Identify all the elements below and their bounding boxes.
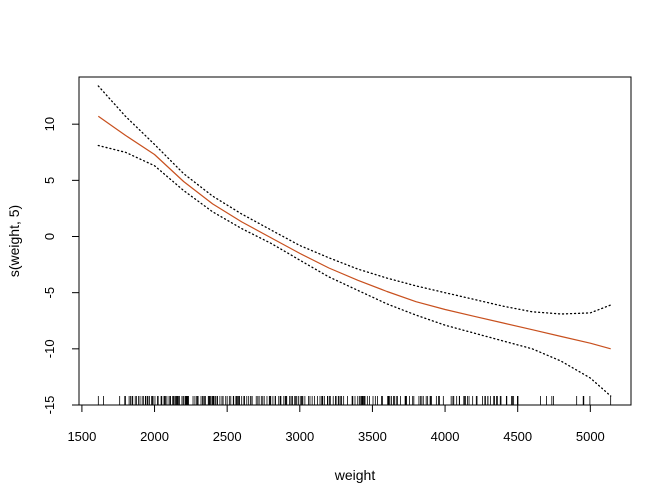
y-tick-label: -5 xyxy=(42,287,57,299)
x-tick-label: 2500 xyxy=(213,429,242,444)
x-axis-label: weight xyxy=(334,467,376,483)
x-tick-label: 1500 xyxy=(67,429,96,444)
series-lower-line xyxy=(97,144,612,397)
x-tick-label: 3500 xyxy=(358,429,387,444)
y-tick-label: 10 xyxy=(42,117,57,131)
x-axis: 1500 2000 2500 3000 3500 4000 4500 5000 xyxy=(67,404,605,444)
series-fit-line xyxy=(97,115,611,350)
x-tick-label: 4500 xyxy=(503,429,532,444)
y-tick-label: 5 xyxy=(42,177,57,184)
x-tick-label: 3000 xyxy=(285,429,314,444)
y-tick-label: 0 xyxy=(42,233,57,240)
x-tick-label: 4000 xyxy=(431,429,460,444)
x-tick-label: 2000 xyxy=(140,429,169,444)
y-tick-label: -15 xyxy=(42,396,57,415)
x-tick-label: 5000 xyxy=(576,429,605,444)
y-axis: -15 -10 -5 0 5 10 xyxy=(42,117,80,415)
series-upper-line xyxy=(97,85,612,315)
rug-layer xyxy=(97,396,612,405)
y-tick-label: -10 xyxy=(42,339,57,358)
curve-layer xyxy=(97,85,612,397)
y-axis-label: s(weight, 5) xyxy=(6,205,22,277)
